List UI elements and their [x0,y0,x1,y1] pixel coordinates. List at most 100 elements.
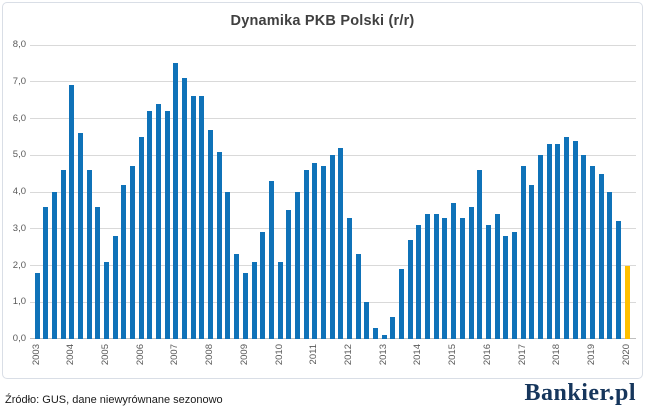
bar [494,214,500,339]
bar [329,155,335,339]
bar [242,272,248,339]
bar [320,166,326,339]
bar [138,136,144,339]
bar [225,192,231,339]
bar [572,140,578,339]
x-axis-year-label: 2004 [65,344,77,366]
x-axis-year-label: 2005 [99,344,111,366]
bar [86,169,92,339]
bar [121,184,127,339]
bar [459,217,465,339]
bar [451,203,457,339]
bar [563,136,569,339]
x-axis-year-label: 2018 [551,344,563,366]
plot-area: 0,0 1,0 2,0 3,0 4,0 5,0 6,0 7,0 8,0 2003 2004 2005 2… [13,39,636,365]
x-axis-year-label: 2010 [273,344,285,366]
bar [433,214,439,339]
x-axis-year-label: 2008 [204,344,216,366]
gridline [30,81,636,83]
gridline [30,118,636,119]
bar [34,272,40,339]
y-axis-tick-label: 6,0 [12,112,26,124]
y-axis-tick-label: 7,0 [12,75,26,87]
bar-highlight-2020q1 [624,265,630,339]
bar [537,155,543,339]
bar [425,214,431,339]
bar [555,144,561,339]
bar [529,184,535,339]
x-axis-year-label: 2007 [169,344,181,366]
y-axis-tick-label: 4,0 [12,186,26,197]
bar [216,151,222,339]
bar [234,254,240,339]
chart-title: Dynamika PKB Polski (r/r) [230,13,415,29]
bar [407,239,413,339]
bar [173,63,179,339]
x-axis-year-label: 2009 [238,344,250,366]
y-axis-tick-label: 5,0 [12,149,26,161]
bar [103,261,109,339]
bar [77,133,83,339]
bar [477,169,483,339]
bar [503,236,509,339]
bar [616,221,622,339]
bar [355,254,361,339]
bar [147,111,153,339]
y-axis-tick-label: 2,0 [12,259,26,271]
bar [95,206,101,339]
x-axis-year-label: 2003 [30,344,42,366]
x-axis-year-label: 2011 [308,344,320,365]
bar [390,316,396,339]
bar [442,217,448,339]
x-axis-year-label: 2006 [134,344,146,366]
bar [156,103,162,339]
bar [43,206,49,339]
x-axis-year-label: 2014 [412,344,424,366]
x-axis-year-label: 2019 [586,344,598,366]
bar [468,206,474,339]
bar [164,111,170,339]
bar [364,302,370,339]
bankier-logo: Bankier.pl [524,380,636,406]
x-axis-year-label: 2020 [620,344,632,366]
bar [260,232,266,339]
bar [520,166,526,339]
bar [381,335,387,339]
bar [208,129,214,339]
bar [546,144,552,339]
bar [251,261,257,339]
bar [607,192,613,339]
bar [51,192,57,339]
x-axis-year-label: 2012 [342,344,354,366]
bar [268,180,274,339]
bar [199,96,205,339]
bar [294,192,300,339]
bar [338,147,344,339]
x-axis-year-label: 2015 [447,344,459,366]
bar [312,162,318,339]
bar [277,261,283,339]
bar [598,173,604,339]
x-axis-year-label: 2016 [481,344,493,366]
bar [129,166,135,339]
bar [511,232,517,339]
bar [190,96,196,339]
bar [399,269,405,339]
bar [60,169,66,339]
bar [303,169,309,339]
bar [182,78,188,339]
bar [590,166,596,339]
bar [346,217,352,339]
y-axis-tick-label: 3,0 [12,222,26,234]
bar [286,210,292,339]
y-axis-tick-label: 1,0 [12,296,26,308]
x-axis-year-label: 2013 [377,344,389,366]
y-axis-tick-label: 8,0 [12,39,26,50]
bar [112,236,118,339]
bar [416,225,422,339]
bar [485,225,491,339]
source-note: Źródło: GUS, dane niewyrównane sezonowo [5,394,223,406]
gridline [30,44,636,46]
bar [373,327,379,339]
